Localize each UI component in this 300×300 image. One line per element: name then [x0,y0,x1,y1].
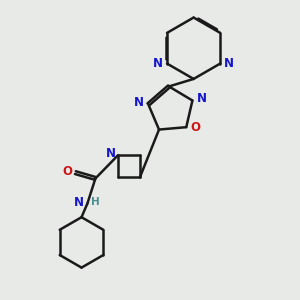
Text: N: N [224,57,234,70]
Text: N: N [134,96,144,109]
Text: N: N [106,147,116,160]
Text: O: O [191,121,201,134]
Text: N: N [74,196,84,209]
Text: H: H [91,197,99,207]
Text: O: O [62,165,72,178]
Text: N: N [196,92,207,105]
Text: N: N [153,57,163,70]
